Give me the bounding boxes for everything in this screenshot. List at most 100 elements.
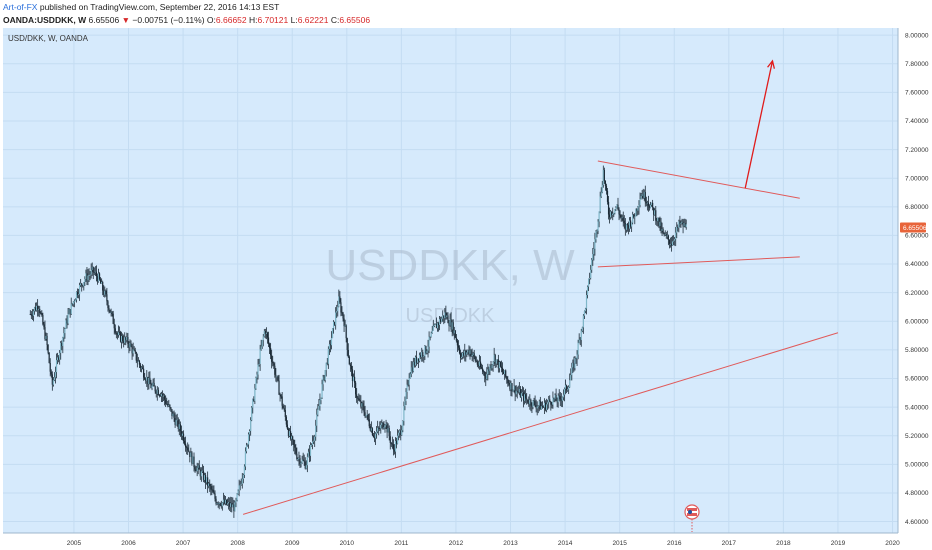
candle-body xyxy=(97,273,100,282)
candle-body xyxy=(122,335,124,342)
candle-body xyxy=(56,357,59,361)
candle-body xyxy=(205,477,208,483)
candle-body xyxy=(676,226,678,233)
candle-body xyxy=(336,311,338,313)
candle-body xyxy=(55,360,58,373)
candle-body xyxy=(428,336,430,347)
candle-body xyxy=(604,180,607,186)
candle-body xyxy=(491,365,493,369)
candle-body xyxy=(266,332,269,338)
candle-body xyxy=(64,328,66,334)
x-tick-label: 2016 xyxy=(667,540,682,547)
event-flag-icon[interactable] xyxy=(684,504,700,532)
candle-body xyxy=(642,193,644,198)
candle-body xyxy=(300,462,302,465)
candle-body xyxy=(541,406,544,407)
candle-body xyxy=(459,353,462,358)
y-tick-label: 7.60000 xyxy=(905,90,929,97)
candle-body xyxy=(477,364,480,367)
candle-body xyxy=(512,390,514,392)
candle-body xyxy=(230,503,232,507)
candle-body xyxy=(51,374,53,385)
candle-body xyxy=(625,224,627,230)
candle-body xyxy=(425,346,427,354)
candle-body xyxy=(225,499,228,505)
candle-body xyxy=(338,296,340,307)
candle-body xyxy=(181,433,184,436)
time-axis[interactable]: 2005 2006 2007 2008 2009 2010 2011 2012 2013 2014… xyxy=(67,540,900,547)
trendline[interactable] xyxy=(242,332,839,515)
candle-body xyxy=(399,430,401,433)
candle-body xyxy=(257,364,259,375)
candle-body xyxy=(344,325,346,327)
candle-body xyxy=(314,436,316,441)
trendline[interactable] xyxy=(597,256,800,268)
candle-body xyxy=(279,394,281,396)
candle-body xyxy=(307,451,309,457)
candle-body xyxy=(534,401,536,406)
trendline[interactable] xyxy=(597,160,800,199)
candle-body xyxy=(373,437,376,439)
x-tick-label: 2012 xyxy=(449,540,464,547)
candle-body xyxy=(134,350,136,353)
candle-body xyxy=(209,483,211,487)
x-tick-label: 2019 xyxy=(831,540,846,547)
candle-body xyxy=(216,503,218,504)
candle-body xyxy=(329,344,332,346)
candle-body xyxy=(368,419,370,427)
author-link[interactable]: Art-of-FX xyxy=(3,2,38,12)
candle-body xyxy=(583,311,586,316)
candle-body xyxy=(592,254,594,260)
candle-body xyxy=(669,243,672,245)
candle-body xyxy=(486,374,488,380)
candle-body xyxy=(185,443,187,448)
candle-body xyxy=(139,364,142,369)
candle-body xyxy=(288,431,291,436)
candle-body xyxy=(44,327,46,340)
candle-body xyxy=(313,440,315,442)
candle-body xyxy=(382,422,384,429)
candle-body xyxy=(287,428,290,436)
candle-body xyxy=(45,335,47,340)
candle-body xyxy=(84,278,86,283)
symbol-label[interactable]: OANDA:USDDKK, W xyxy=(3,15,87,25)
candle-body xyxy=(420,355,422,358)
candle-body xyxy=(255,377,257,389)
candle-body xyxy=(127,337,129,344)
candle-body xyxy=(471,355,473,357)
candle-body xyxy=(87,275,89,281)
candle-body xyxy=(457,345,460,348)
candle-body xyxy=(389,436,391,443)
candle-body xyxy=(167,403,169,406)
candle-body xyxy=(594,239,596,249)
price-axis[interactable]: 4.60000 4.80000 5.00000 5.20000 5.40000 5.600… xyxy=(905,32,929,525)
plot-area[interactable] xyxy=(3,28,898,533)
candle-body xyxy=(635,209,637,217)
candle-body xyxy=(321,384,323,398)
candle-body xyxy=(495,359,497,364)
candle-body xyxy=(505,370,507,377)
x-tick-label: 2018 xyxy=(776,540,791,547)
candle-body xyxy=(484,372,486,377)
candle-body xyxy=(107,301,109,309)
candle-body xyxy=(173,413,175,419)
forecast-arrow[interactable] xyxy=(744,60,774,189)
candle-body xyxy=(350,366,353,370)
candle-body xyxy=(70,303,72,314)
candle-body xyxy=(210,486,212,490)
candle-body xyxy=(633,214,635,218)
x-tick-label: 2008 xyxy=(230,540,245,547)
candle-body xyxy=(220,505,222,507)
quote-line: OANDA:USDDKK, W 6.65506 ▼ −0.00751 (−0.1… xyxy=(3,15,370,25)
candle-body xyxy=(247,434,250,445)
candle-body xyxy=(29,314,31,315)
candle-body xyxy=(437,323,440,325)
candle-body xyxy=(317,409,319,415)
candle-body xyxy=(260,346,262,350)
candle-body xyxy=(415,356,418,363)
candle-body xyxy=(319,400,321,407)
candle-body xyxy=(656,220,658,222)
candle-body xyxy=(525,394,527,399)
candle-body xyxy=(67,314,69,324)
